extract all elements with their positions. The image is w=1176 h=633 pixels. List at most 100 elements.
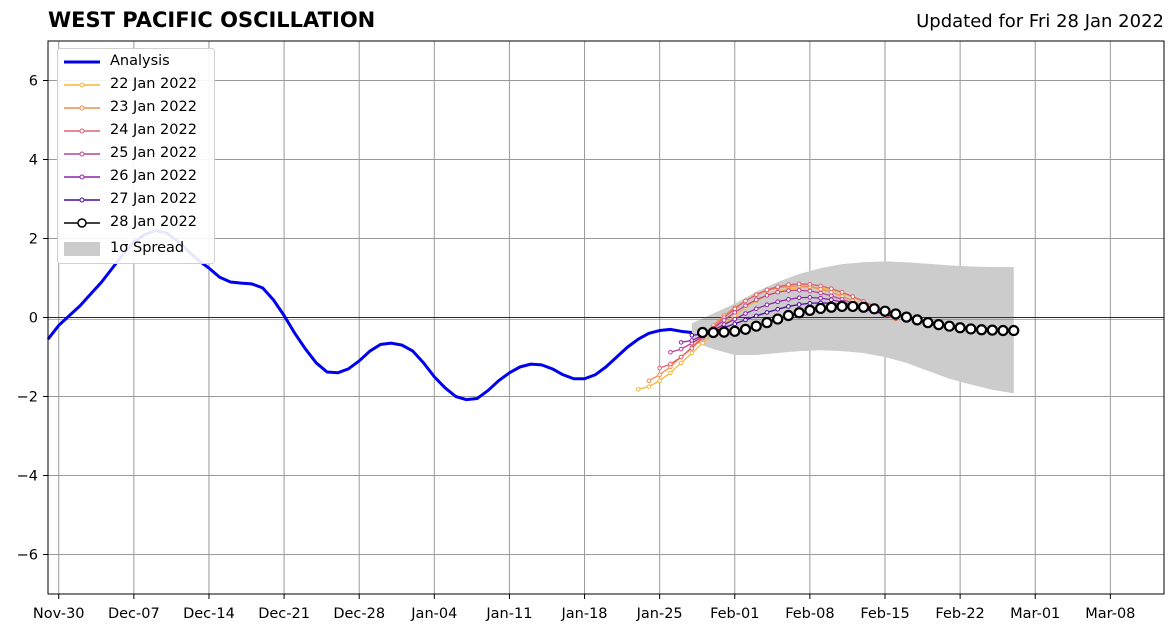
legend-item-24jan: 24 Jan 2022 (58, 120, 214, 142)
y-tick-label: 2 (29, 232, 38, 248)
axes (43, 40, 1165, 599)
forecast-point (850, 294, 856, 299)
forecast-point (775, 306, 780, 312)
x-tick-label: Dec-21 (258, 606, 310, 622)
forecast-point (796, 287, 802, 293)
forecast-point (786, 288, 791, 293)
forecast-point (732, 310, 738, 315)
forecast-point (718, 326, 730, 338)
legend-item-23jan: 23 Jan 2022 (58, 97, 214, 119)
forecast-point (678, 360, 684, 366)
forecast-point (750, 320, 762, 332)
legend-label: 25 Jan 2022 (110, 145, 197, 161)
forecast-point (943, 320, 955, 332)
legend-swatch (64, 218, 100, 228)
legend-item-26jan: 26 Jan 2022 (58, 166, 214, 188)
forecast-point (786, 282, 791, 288)
forecast-point (689, 346, 695, 351)
forecast-point (839, 289, 845, 295)
forecast-point (668, 349, 673, 355)
forecast-point (807, 288, 813, 294)
forecast-point (922, 317, 934, 329)
x-tick-label: Feb-15 (860, 606, 909, 622)
legend-label: 24 Jan 2022 (110, 122, 197, 138)
chart-subtitle: Updated for Fri 28 Jan 2022 (916, 11, 1164, 32)
forecast-point (836, 300, 848, 313)
forecast-point (721, 317, 727, 323)
forecast-point (743, 317, 748, 323)
legend-item-28jan: 28 Jan 2022 (58, 212, 214, 234)
forecast-point (707, 326, 719, 339)
legend-item-analysis: Analysis (58, 51, 214, 73)
legend-item-22jan: 22 Jan 2022 (58, 74, 214, 96)
forecast-point (997, 324, 1009, 337)
forecast-point (646, 384, 652, 389)
y-tick-label: −6 (17, 548, 38, 564)
tick-labels: Nov-30 Dec-07 Dec-14 Dec-21 Dec-28 Jan-04 Jan-… (17, 74, 1136, 623)
x-tick-label: Mar-08 (1085, 606, 1135, 622)
y-tick-label: −2 (17, 390, 38, 406)
forecast-point (829, 286, 834, 291)
forecast-point (689, 350, 695, 356)
forecast-point (678, 340, 684, 345)
forecast-point (933, 319, 945, 331)
legend-swatch (64, 174, 100, 180)
y-tick-label: 4 (29, 153, 38, 169)
forecast-series-6 (696, 300, 1020, 339)
forecast-point (764, 287, 770, 293)
forecast-point (965, 323, 977, 335)
forecast-point (796, 295, 802, 301)
legend-swatch (64, 242, 100, 256)
forecast-point (986, 324, 998, 336)
forecast-point (775, 284, 780, 289)
forecast-point (678, 354, 684, 360)
forecast-point (796, 281, 802, 287)
forecast-point (818, 290, 823, 296)
legend: Analysis 22 Jan 2022 23 Jan 2022 24 Jan … (57, 48, 215, 264)
forecast-point (879, 305, 891, 317)
forecast-point (782, 309, 795, 322)
forecast-point (657, 372, 662, 378)
legend-label: 28 Jan 2022 (110, 214, 197, 230)
forecast-point (804, 304, 816, 316)
forecast-point (954, 322, 966, 334)
forecast-point (775, 299, 780, 305)
forecast-point (635, 387, 641, 392)
forecast-point (753, 292, 759, 297)
forecast-point (668, 361, 673, 367)
forecast-point (689, 338, 695, 343)
y-tick-label: 6 (29, 74, 38, 90)
legend-label: 27 Jan 2022 (110, 191, 197, 207)
forecast-point (753, 313, 759, 319)
x-tick-label: Jan-25 (636, 606, 683, 622)
forecast-point (815, 302, 827, 315)
forecast-point (911, 314, 923, 326)
forecast-point (775, 289, 780, 295)
forecast-point (890, 308, 902, 320)
forecast-point (743, 298, 748, 304)
forecast-point (807, 295, 813, 300)
forecast-point (764, 302, 770, 308)
forecast-point (700, 340, 705, 346)
x-tick-label: Jan-11 (485, 606, 532, 622)
forecast-point (732, 316, 738, 322)
forecast-point (857, 301, 870, 313)
forecast-point (900, 311, 913, 323)
legend-label: 26 Jan 2022 (110, 168, 197, 184)
x-tick-label: Jan-18 (561, 606, 608, 622)
forecast-point (868, 303, 880, 315)
y-tick-label: 0 (29, 311, 38, 327)
forecast-point (818, 283, 823, 289)
legend-swatch (64, 105, 100, 111)
x-tick-label: Dec-07 (108, 606, 160, 622)
forecast-point (743, 303, 748, 308)
y-tick-label: −4 (17, 469, 38, 485)
forecast-point (807, 300, 813, 306)
legend-label: 1σ Spread (110, 240, 185, 256)
forecast-lines (635, 281, 1020, 392)
x-tick-label: Mar-01 (1010, 606, 1060, 622)
legend-item-spread: 1σ Spread (58, 238, 214, 260)
legend-label: Analysis (110, 53, 170, 69)
forecast-point (786, 304, 791, 309)
forecast-point (743, 311, 748, 316)
